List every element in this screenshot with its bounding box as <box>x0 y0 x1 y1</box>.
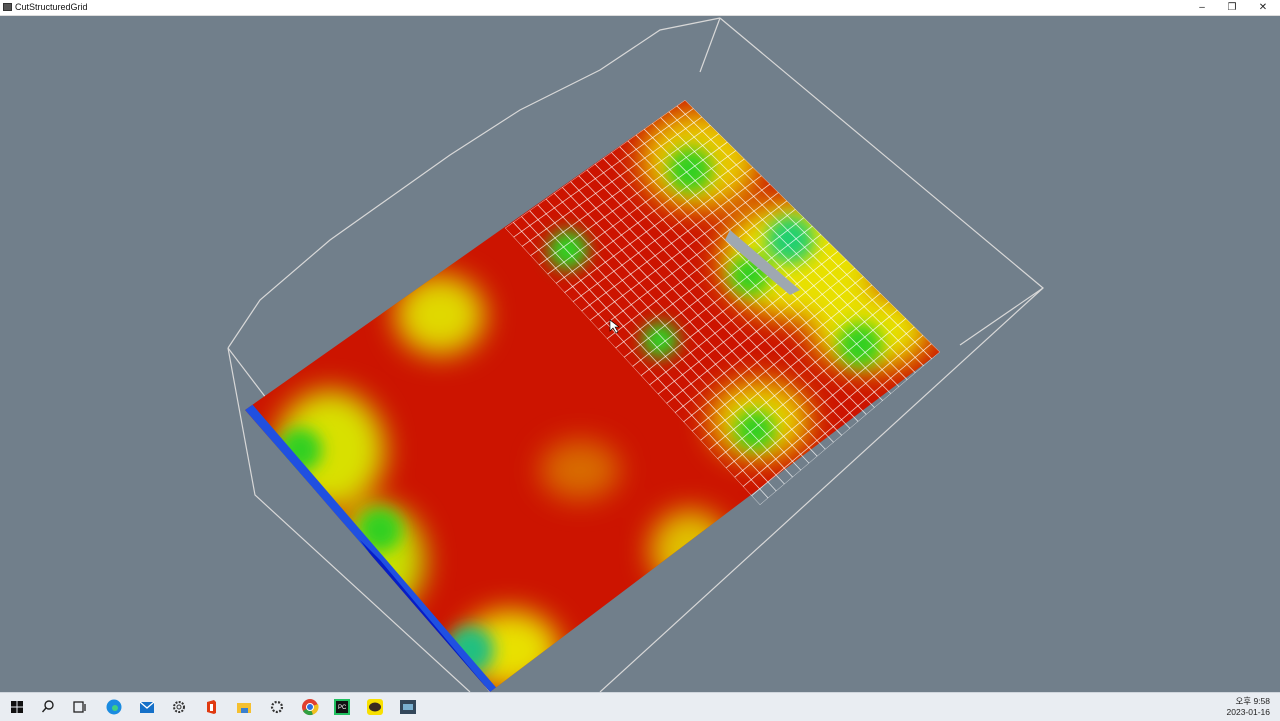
office-icon[interactable] <box>202 698 220 716</box>
clock-date: 2023-01-16 <box>1226 707 1270 717</box>
render-viewport[interactable] <box>0 16 1280 692</box>
search-icon[interactable] <box>39 698 57 716</box>
svg-text:PC: PC <box>338 705 347 711</box>
grid-line <box>666 259 847 404</box>
kakaotalk-icon[interactable] <box>366 698 384 716</box>
grid-line <box>555 150 737 284</box>
grid-line <box>649 242 830 386</box>
grid-line <box>615 208 796 349</box>
grid-line <box>606 200 788 340</box>
grid-line <box>564 158 745 293</box>
close-button[interactable]: ✕ <box>1258 2 1268 13</box>
grid-line <box>623 217 805 358</box>
pycharm-icon[interactable]: PC <box>333 698 351 716</box>
task-view-icon[interactable] <box>71 698 89 716</box>
settings-icon[interactable] <box>268 698 286 716</box>
grid-line <box>589 183 771 321</box>
grid-line <box>505 100 686 229</box>
minimize-button[interactable]: – <box>1199 2 1205 13</box>
grid-line <box>538 133 720 266</box>
grid-line <box>657 250 839 395</box>
chrome-icon[interactable] <box>301 698 319 716</box>
grid-line <box>513 108 694 238</box>
grid-line <box>632 225 813 367</box>
edge-icon[interactable] <box>105 698 123 716</box>
grid-line <box>759 351 940 505</box>
grid-line <box>598 192 779 330</box>
clock[interactable]: 오후 9:58 2023-01-16 <box>1227 696 1270 718</box>
grid-line <box>683 276 864 423</box>
mail-icon[interactable] <box>138 698 156 716</box>
grid-line <box>547 141 728 275</box>
scalar-surface <box>245 100 940 692</box>
grid-line <box>700 292 881 441</box>
python-app-icon[interactable] <box>399 698 417 716</box>
file-explorer-icon[interactable] <box>235 698 253 716</box>
grid-line <box>521 116 703 247</box>
grid-line <box>717 309 898 460</box>
wireframe-grid <box>505 100 940 505</box>
grid-line <box>581 175 762 312</box>
clock-time: 오후 9:58 <box>1235 696 1270 706</box>
app-icon <box>3 3 12 11</box>
grid-line <box>751 343 932 497</box>
grid-line <box>725 318 907 469</box>
mouse-cursor-icon <box>609 319 620 334</box>
cut-slot <box>725 230 800 295</box>
grid-line <box>734 326 915 478</box>
window-title: CutStructuredGrid <box>15 2 88 12</box>
title-bar: CutStructuredGrid – ❐ ✕ <box>0 0 1280 16</box>
grid-line <box>691 284 873 432</box>
grid-line <box>708 301 890 450</box>
grid-line <box>742 334 924 487</box>
grid-line <box>640 234 822 377</box>
restore-button[interactable]: ❐ <box>1227 2 1237 13</box>
windows-start-icon[interactable] <box>8 698 26 716</box>
grid-line <box>674 267 856 413</box>
grid-line <box>572 166 754 303</box>
taskbar: PC 오후 9:58 2023-01-16 <box>0 692 1280 721</box>
grid-line <box>530 124 711 257</box>
settings-gear-icon[interactable] <box>170 698 188 716</box>
